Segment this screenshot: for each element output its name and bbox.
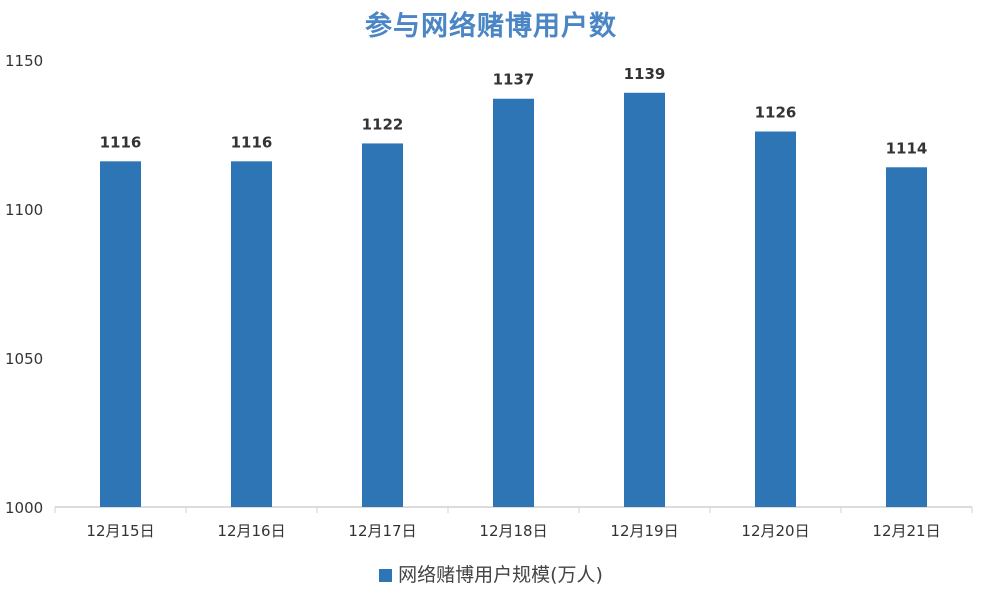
legend-label: 网络赌博用户规模(万人) bbox=[398, 564, 603, 586]
bar bbox=[231, 161, 272, 507]
bar bbox=[755, 131, 796, 507]
data-label: 1114 bbox=[886, 139, 928, 157]
bar bbox=[624, 92, 665, 507]
data-label: 1139 bbox=[624, 65, 666, 83]
data-label: 1116 bbox=[231, 133, 273, 151]
x-tick-label: 12月20日 bbox=[741, 522, 809, 540]
data-label: 1126 bbox=[755, 104, 797, 122]
y-tick-label: 1000 bbox=[5, 499, 43, 517]
data-label: 1122 bbox=[362, 115, 404, 133]
legend: 网络赌博用户规模(万人) bbox=[0, 560, 982, 587]
data-label: 1116 bbox=[100, 133, 142, 151]
data-label: 1137 bbox=[493, 71, 535, 89]
x-tick-label: 12月18日 bbox=[479, 522, 547, 540]
chart-title: 参与网络赌博用户数 bbox=[365, 11, 617, 42]
x-tick-label: 12月21日 bbox=[872, 522, 940, 540]
bar bbox=[886, 167, 927, 507]
bar bbox=[362, 143, 403, 507]
x-tick-label: 12月15日 bbox=[86, 522, 154, 540]
legend-swatch bbox=[379, 569, 393, 582]
bar bbox=[493, 98, 534, 508]
y-tick-label: 1100 bbox=[5, 201, 43, 219]
x-tick-label: 12月16日 bbox=[217, 522, 285, 540]
x-tick-label: 12月19日 bbox=[610, 522, 678, 540]
x-tick-label: 12月17日 bbox=[348, 522, 416, 540]
bar bbox=[100, 161, 141, 507]
y-tick-label: 1050 bbox=[5, 350, 43, 368]
y-tick-label: 1150 bbox=[5, 52, 43, 70]
